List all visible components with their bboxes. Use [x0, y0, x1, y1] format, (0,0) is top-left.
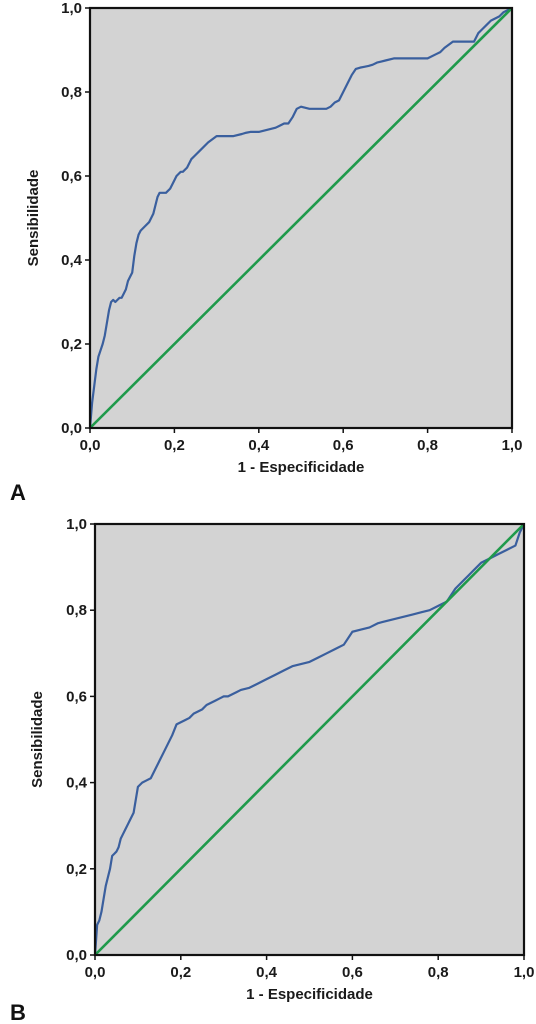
x-axis-label: 1 - Especificidade: [246, 986, 373, 1003]
plot-frame-A: [88, 6, 514, 430]
x-tick-label: 0,0: [85, 964, 106, 981]
y-tick-label: 1,0: [61, 0, 82, 17]
panel-label: A: [10, 480, 26, 505]
y-tick-label: 0,0: [61, 420, 82, 437]
y-tick-label: 0,4: [61, 252, 83, 269]
x-axis-label: 1 - Especificidade: [238, 459, 365, 476]
x-tick-label: 1,0: [502, 437, 523, 454]
x-tick-label: 0,2: [164, 437, 185, 454]
y-tick-label: 1,0: [66, 516, 87, 533]
y-tick-label: 0,0: [66, 947, 87, 964]
x-tick-label: 0,6: [342, 964, 363, 981]
x-tick-label: 0,4: [256, 964, 278, 981]
x-tick-label: 1,0: [514, 964, 535, 981]
y-tick-label: 0,6: [61, 168, 82, 185]
x-tick-label: 0,0: [80, 437, 101, 454]
y-tick-label: 0,2: [61, 336, 82, 353]
x-tick-label: 0,6: [333, 437, 354, 454]
y-tick-label: 0,8: [61, 84, 82, 101]
x-tick-label: 0,2: [170, 964, 191, 981]
plot-frame-B: [93, 522, 526, 957]
y-tick-label: 0,2: [66, 861, 87, 878]
reference-line-A: [89, 7, 513, 429]
x-tick-label: 0,8: [417, 437, 438, 454]
y-axis-label: Sensibilidade: [25, 170, 42, 267]
roc-curve-A: [88, 7, 513, 429]
x-tick-label: 0,4: [248, 437, 270, 454]
roc-curve-B: [93, 523, 525, 956]
y-tick-label: 0,8: [66, 602, 87, 619]
y-tick-label: 0,4: [66, 775, 88, 792]
y-tick-label: 0,6: [66, 688, 87, 705]
y-axis-label: Sensibilidade: [29, 691, 46, 788]
x-tick-label: 0,8: [428, 964, 449, 981]
panel-label: B: [10, 1000, 26, 1024]
reference-line-B: [94, 523, 525, 956]
